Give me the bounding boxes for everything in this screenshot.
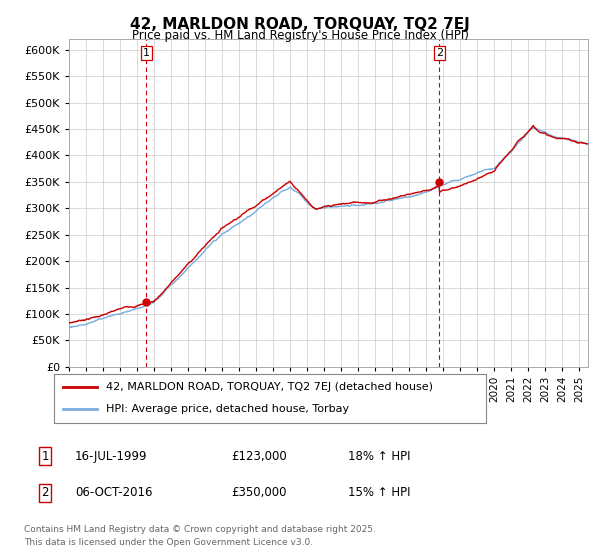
Text: 15% ↑ HPI: 15% ↑ HPI <box>348 486 410 500</box>
Text: £123,000: £123,000 <box>231 450 287 463</box>
Text: Contains HM Land Registry data © Crown copyright and database right 2025.: Contains HM Land Registry data © Crown c… <box>24 525 376 534</box>
Text: 2: 2 <box>436 48 443 58</box>
Text: HPI: Average price, detached house, Torbay: HPI: Average price, detached house, Torb… <box>106 404 349 414</box>
Text: 18% ↑ HPI: 18% ↑ HPI <box>348 450 410 463</box>
Text: 1: 1 <box>41 450 49 463</box>
Text: 06-OCT-2016: 06-OCT-2016 <box>75 486 152 500</box>
Text: 1: 1 <box>143 48 150 58</box>
Text: Price paid vs. HM Land Registry's House Price Index (HPI): Price paid vs. HM Land Registry's House … <box>131 29 469 42</box>
Text: 42, MARLDON ROAD, TORQUAY, TQ2 7EJ (detached house): 42, MARLDON ROAD, TORQUAY, TQ2 7EJ (deta… <box>106 382 433 393</box>
Text: £350,000: £350,000 <box>231 486 287 500</box>
Text: This data is licensed under the Open Government Licence v3.0.: This data is licensed under the Open Gov… <box>24 538 313 547</box>
Text: 2: 2 <box>41 486 49 500</box>
Text: 42, MARLDON ROAD, TORQUAY, TQ2 7EJ: 42, MARLDON ROAD, TORQUAY, TQ2 7EJ <box>130 17 470 32</box>
Text: 16-JUL-1999: 16-JUL-1999 <box>75 450 148 463</box>
